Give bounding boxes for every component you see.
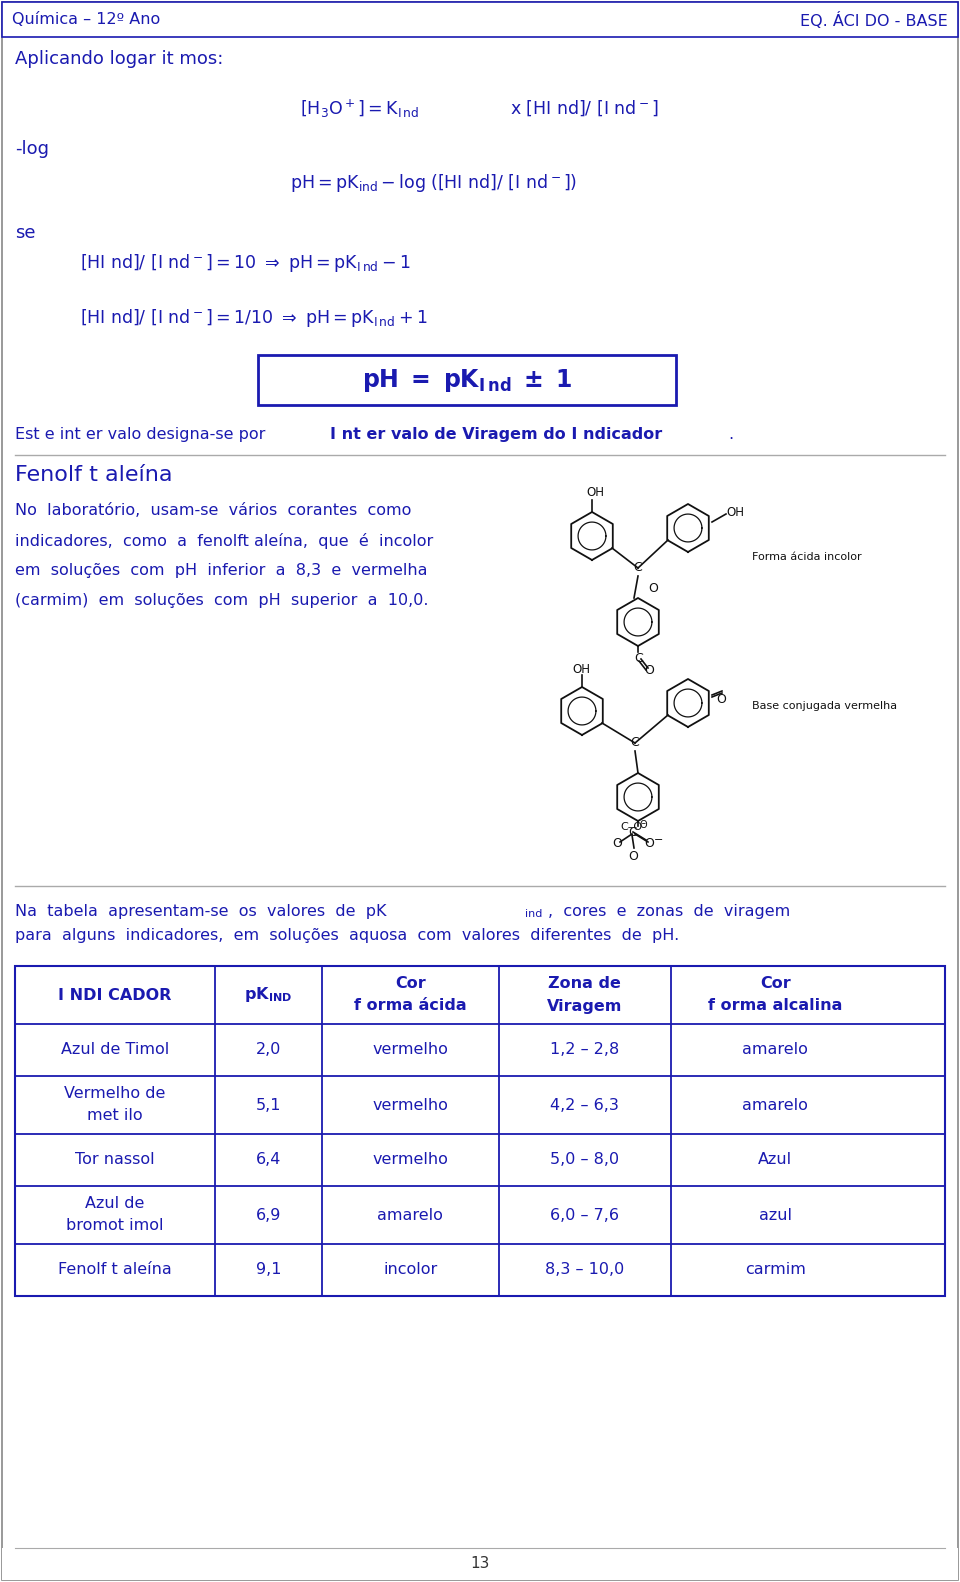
Text: vermelho: vermelho [372,1098,448,1112]
Text: Base conjugada vermelha: Base conjugada vermelha [752,701,898,710]
Text: OH: OH [586,486,604,498]
Text: Azul de: Azul de [85,1196,145,1212]
Text: indicadores,  como  a  fenolft aleína,  que  é  incolor: indicadores, como a fenolft aleína, que … [15,533,433,549]
Text: f orma ácida: f orma ácida [354,998,467,1014]
Text: C: C [630,736,638,748]
Text: ind: ind [525,910,542,919]
Text: I nt er valo de Viragem do I ndicador: I nt er valo de Viragem do I ndicador [330,427,662,441]
Text: em  soluções  com  pH  inferior  a  8,3  e  vermelha: em soluções com pH inferior a 8,3 e verm… [15,563,427,577]
Text: 13: 13 [470,1557,490,1571]
Text: $\mathrm{[HI\ nd]/\ [I\ nd^-] = 1/10 \ \Rightarrow\ pH = pK_{I\,nd} + 1}$: $\mathrm{[HI\ nd]/\ [I\ nd^-] = 1/10 \ \… [80,307,427,329]
FancyBboxPatch shape [2,1549,958,1580]
Text: Aplicando logar it mos:: Aplicando logar it mos: [15,51,224,68]
Text: se: se [15,225,36,242]
FancyBboxPatch shape [2,2,958,36]
Text: Tor nassol: Tor nassol [75,1153,155,1168]
Text: carmim: carmim [745,1262,805,1278]
Text: O: O [628,850,637,864]
Text: O: O [644,837,654,850]
Text: azul: azul [758,1207,792,1223]
Text: Vermelho de: Vermelho de [64,1087,166,1101]
Text: Azul de Timol: Azul de Timol [60,1043,169,1057]
Text: No  laboratório,  usam-se  vários  corantes  como: No laboratório, usam-se vários corantes … [15,503,412,517]
Text: 4,2 – 6,3: 4,2 – 6,3 [550,1098,619,1112]
Text: $\mathrm{pH = pK_{ind} - log\ ([HI\ nd]/\ [I\ nd^-])}$: $\mathrm{pH = pK_{ind} - log\ ([HI\ nd]/… [290,172,577,195]
Text: $[\mathrm{H_3O^+}] = \mathrm{K_{I\,nd}}$: $[\mathrm{H_3O^+}] = \mathrm{K_{I\,nd}}$ [300,98,420,120]
Text: 9,1: 9,1 [255,1262,281,1278]
Text: Forma ácida incolor: Forma ácida incolor [752,552,862,562]
Text: O: O [716,693,726,706]
Text: Θ: Θ [640,819,648,831]
Text: amarelo: amarelo [742,1098,808,1112]
Text: C: C [634,652,643,664]
Text: $\mathrm{x\ [HI\ nd]/\ [I\ nd^-]}$: $\mathrm{x\ [HI\ nd]/\ [I\ nd^-]}$ [510,98,659,117]
Text: OH: OH [726,506,744,519]
Text: Na  tabela  apresentam-se  os  valores  de  pK: Na tabela apresentam-se os valores de pK [15,903,387,919]
Text: 6,0 – 7,6: 6,0 – 7,6 [550,1207,619,1223]
Text: 5,1: 5,1 [255,1098,281,1112]
Text: 8,3 – 10,0: 8,3 – 10,0 [545,1262,624,1278]
Text: para  alguns  indicadores,  em  soluções  aquosa  com  valores  diferentes  de  : para alguns indicadores, em soluções aqu… [15,929,680,943]
Text: amarelo: amarelo [377,1207,444,1223]
Text: O: O [612,837,622,850]
Text: O: O [648,582,658,595]
Text: bromot imol: bromot imol [66,1218,164,1234]
Text: $\mathbf{pH\ =\ pK_{I\,nd}\ \pm\ 1}$: $\mathbf{pH\ =\ pK_{I\,nd}\ \pm\ 1}$ [362,367,572,394]
Text: Zona de: Zona de [548,976,621,992]
Text: -log: -log [15,139,49,158]
Text: 1,2 – 2,8: 1,2 – 2,8 [550,1043,619,1057]
Text: vermelho: vermelho [372,1043,448,1057]
Text: EQ. ÁCI DO - BASE: EQ. ÁCI DO - BASE [801,13,948,28]
Text: C: C [633,562,641,574]
Text: 6,9: 6,9 [255,1207,281,1223]
Text: vermelho: vermelho [372,1153,448,1168]
Text: Viragem: Viragem [547,998,622,1014]
Text: met ilo: met ilo [87,1109,143,1123]
Text: −: − [654,835,663,845]
FancyBboxPatch shape [258,354,676,405]
Text: Cor: Cor [395,976,425,992]
Text: C–O: C–O [620,823,642,832]
Text: 5,0 – 8,0: 5,0 – 8,0 [550,1153,619,1168]
Text: O: O [644,664,654,677]
Text: (carmim)  em  soluções  com  pH  superior  a  10,0.: (carmim) em soluções com pH superior a 1… [15,593,428,607]
Text: Azul: Azul [758,1153,792,1168]
Text: 2,0: 2,0 [255,1043,281,1057]
Text: Fenolf t aleína: Fenolf t aleína [15,465,173,486]
Text: f orma alcalina: f orma alcalina [708,998,843,1014]
Text: .: . [728,427,733,441]
Text: amarelo: amarelo [742,1043,808,1057]
Text: 6,4: 6,4 [255,1153,281,1168]
Text: ,  cores  e  zonas  de  viragem: , cores e zonas de viragem [548,903,790,919]
Text: Cor: Cor [760,976,791,992]
Text: Est e int er valo designa-se por: Est e int er valo designa-se por [15,427,271,441]
Text: pK$_\mathregular{IND}$: pK$_\mathregular{IND}$ [245,986,293,1005]
FancyBboxPatch shape [15,967,945,1296]
Text: Química – 12º Ano: Química – 12º Ano [12,13,160,27]
Text: incolor: incolor [383,1262,438,1278]
Text: C: C [628,826,636,838]
Text: I NDI CADOR: I NDI CADOR [59,987,172,1003]
Text: OH: OH [572,663,590,676]
Text: Fenolf t aleína: Fenolf t aleína [59,1262,172,1278]
Text: $\mathrm{[HI\ nd]/\ [I\ nd^-] = 10 \ \Rightarrow\ pH = pK_{I\,nd} - 1}$: $\mathrm{[HI\ nd]/\ [I\ nd^-] = 10 \ \Ri… [80,252,411,274]
